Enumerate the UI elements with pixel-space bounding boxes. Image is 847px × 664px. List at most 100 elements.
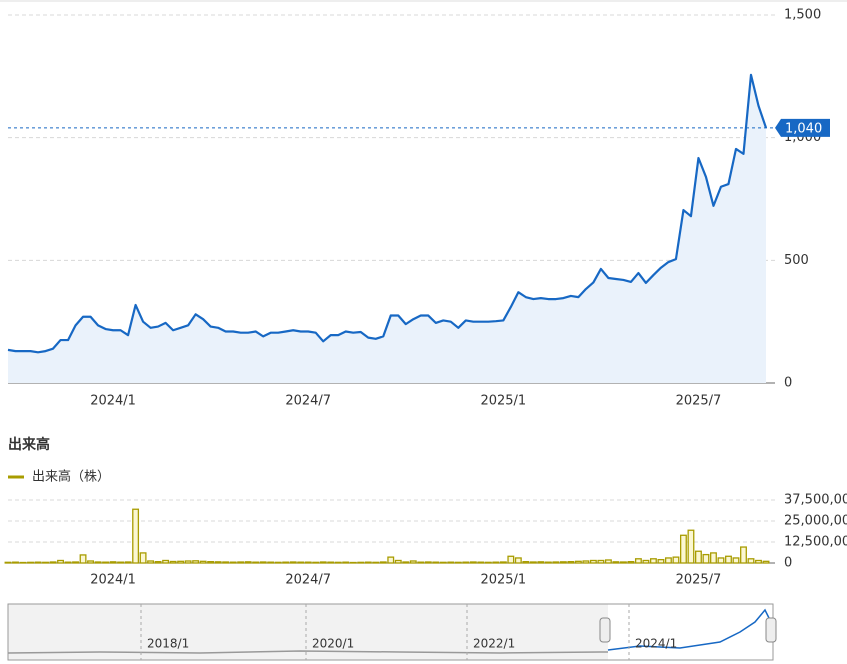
- volume-bar: [87, 560, 95, 564]
- volume-bar: [417, 561, 425, 564]
- volume-bar: [177, 560, 185, 564]
- volume-bar: [229, 561, 237, 564]
- y-tick-label: 1,500: [784, 8, 821, 23]
- volume-bar: [454, 561, 462, 564]
- volume-bar: [604, 559, 612, 564]
- volume-bar: [589, 559, 597, 564]
- volume-bar: [634, 558, 642, 564]
- x-tick-label: 2025/7: [676, 394, 722, 409]
- volume-bar: [304, 561, 312, 564]
- volume-bar: [657, 558, 665, 564]
- navigator-label: 2022/1: [473, 637, 515, 651]
- volume-bar: [582, 560, 590, 564]
- volume-bar: [409, 560, 417, 564]
- volume-bar: [214, 561, 222, 564]
- volume-bar: [672, 556, 680, 564]
- volume-bar: [244, 561, 252, 564]
- navigator-label: 2024/1: [635, 637, 677, 651]
- navigator-handle[interactable]: [599, 617, 611, 643]
- volume-bar: [387, 556, 395, 564]
- volume-bar: [484, 561, 492, 564]
- x-tick-label: 2025/7: [676, 573, 722, 588]
- volume-bar: [574, 560, 582, 564]
- volume-bar: [522, 561, 530, 564]
- volume-bar: [102, 561, 110, 564]
- volume-bar: [424, 561, 432, 564]
- volume-bar: [334, 561, 342, 564]
- volume-bar: [117, 561, 125, 564]
- volume-bar: [477, 561, 485, 564]
- volume-bar: [349, 561, 357, 564]
- volume-bar: [372, 561, 380, 564]
- volume-bar: [154, 561, 162, 564]
- volume-bar: [57, 559, 64, 564]
- volume-bar: [717, 557, 725, 564]
- volume-bar: [289, 561, 297, 564]
- volume-bar: [732, 557, 740, 564]
- volume-bar: [169, 560, 177, 564]
- volume-bar: [432, 561, 440, 564]
- volume-bar: [132, 508, 140, 564]
- last-price-badge: [775, 118, 830, 137]
- volume-bar: [702, 553, 710, 564]
- volume-bar: [199, 560, 207, 564]
- volume-bar: [664, 557, 672, 564]
- volume-bar: [19, 561, 27, 564]
- volume-bar: [27, 561, 34, 564]
- volume-bar: [364, 561, 372, 564]
- navigator-line: [607, 608, 772, 651]
- volume-bar: [499, 561, 507, 564]
- volume-bar: [552, 561, 560, 564]
- volume-bar: [297, 561, 305, 564]
- volume-bar: [567, 561, 575, 564]
- volume-title: 出来高: [8, 436, 50, 453]
- volume-bar: [649, 558, 657, 564]
- volume-bar: [529, 561, 537, 564]
- volume-bar: [342, 561, 350, 564]
- volume-bar: [42, 561, 49, 564]
- volume-bar: [109, 561, 117, 564]
- volume-bar: [64, 561, 72, 564]
- volume-bar: [740, 546, 747, 564]
- volume-bar: [267, 561, 275, 564]
- volume-bar: [222, 561, 230, 564]
- top-border: [0, 0, 847, 2]
- volume-bar: [492, 561, 500, 564]
- volume-bar: [319, 561, 327, 564]
- volume-bar: [79, 554, 87, 564]
- volume-bar: [537, 561, 545, 564]
- volume-bar: [379, 561, 387, 564]
- volume-bar: [49, 561, 57, 564]
- volume-bar: [124, 561, 132, 564]
- navigator: 2018/1 2020/1 2022/1 2024/1: [7, 603, 777, 661]
- y-tick-label: 0: [784, 376, 792, 391]
- area: [8, 74, 766, 384]
- price-line: [7, 73, 768, 354]
- volume-bar: [312, 561, 320, 564]
- x-tick-label: 2024/7: [285, 394, 331, 409]
- volume-bar: [357, 561, 365, 564]
- volume-bar: [507, 555, 515, 564]
- volume-bar: [462, 561, 470, 564]
- volume-bar: [4, 561, 12, 564]
- volume-bar: [184, 560, 192, 564]
- volume-bar: [642, 559, 650, 564]
- volume-bar: [252, 561, 260, 564]
- volume-bar: [274, 561, 282, 564]
- volume-bar: [544, 561, 552, 564]
- volume-bar: [282, 561, 290, 564]
- navigator-handle[interactable]: [765, 617, 777, 643]
- navigator-label: 2018/1: [147, 637, 189, 651]
- volume-bar: [755, 559, 762, 564]
- volume-bar: [12, 561, 19, 564]
- volume-bar: [762, 560, 770, 564]
- volume-bar: [447, 561, 455, 564]
- volume-bar: [94, 561, 102, 564]
- volume-bar: [439, 561, 447, 564]
- legend-label: 出来高（株）: [32, 469, 110, 485]
- navigator-history: [7, 650, 608, 654]
- volume-bar: [612, 561, 620, 564]
- last-price-label: 1,040: [785, 121, 822, 136]
